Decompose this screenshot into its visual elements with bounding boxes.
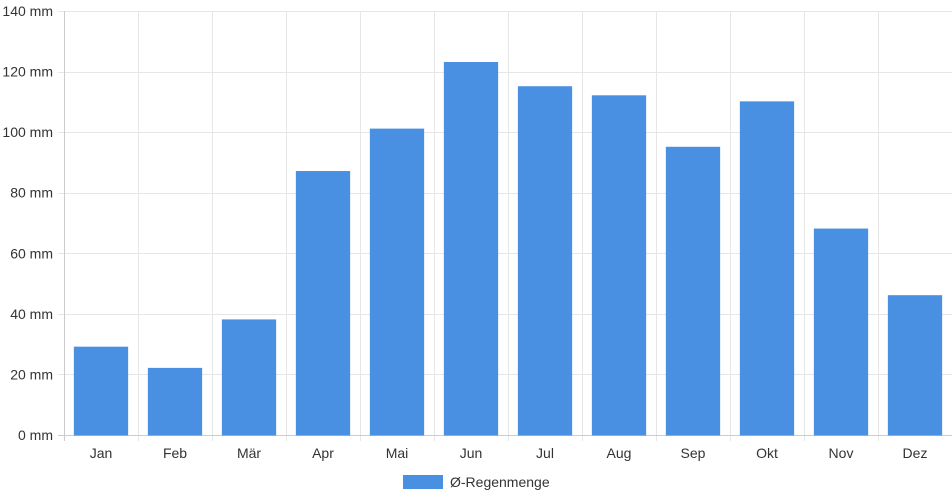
bar-apr[interactable]	[295, 171, 351, 436]
x-axis-ticks: Jan Feb Mär Apr Mai Jun Jul Aug Sep Okt Nov Dez	[90, 445, 928, 461]
x-tick-label: Feb	[163, 445, 187, 461]
x-tick-label: Apr	[312, 445, 334, 461]
x-tick-label: Okt	[756, 445, 778, 461]
x-tick-label: Mai	[386, 445, 409, 461]
y-axis-ticks: 0 mm 20 mm 40 mm 60 mm 80 mm 100 mm 120 mm 140 …	[2, 3, 53, 443]
bar-aug[interactable]	[591, 95, 647, 436]
y-tick-label: 100 mm	[2, 124, 53, 140]
x-tick-label: Sep	[681, 445, 706, 461]
x-tick-label: Dez	[903, 445, 928, 461]
y-tick-label: 80 mm	[10, 185, 53, 201]
x-tick-label: Jul	[536, 445, 554, 461]
x-tick-label: Jan	[90, 445, 113, 461]
x-tick-label: Jun	[460, 445, 483, 461]
x-tick-label: Mär	[237, 445, 261, 461]
y-tick-label: 20 mm	[10, 366, 53, 382]
legend-swatch	[403, 475, 443, 489]
bar-sep[interactable]	[665, 146, 721, 436]
y-tick-label: 60 mm	[10, 245, 53, 261]
legend-label: Ø-Regenmenge	[450, 474, 550, 490]
bar-jul[interactable]	[517, 86, 573, 436]
x-tick-label: Nov	[829, 445, 854, 461]
y-tick-label: 120 mm	[2, 64, 53, 80]
y-tick-label: 0 mm	[18, 427, 53, 443]
y-tick-label: 40 mm	[10, 306, 53, 322]
bar-mai[interactable]	[369, 128, 425, 436]
x-tick-label: Aug	[607, 445, 632, 461]
bars	[73, 61, 943, 436]
bar-mär[interactable]	[221, 319, 277, 436]
bar-dez[interactable]	[887, 295, 943, 436]
bar-jan[interactable]	[73, 346, 129, 436]
y-tick-label: 140 mm	[2, 3, 53, 19]
bar-nov[interactable]	[813, 228, 869, 436]
bar-jun[interactable]	[443, 61, 499, 436]
legend[interactable]: Ø-Regenmenge	[403, 474, 550, 490]
bar-feb[interactable]	[147, 367, 203, 436]
grid	[58, 11, 952, 441]
bar-okt[interactable]	[739, 101, 795, 436]
